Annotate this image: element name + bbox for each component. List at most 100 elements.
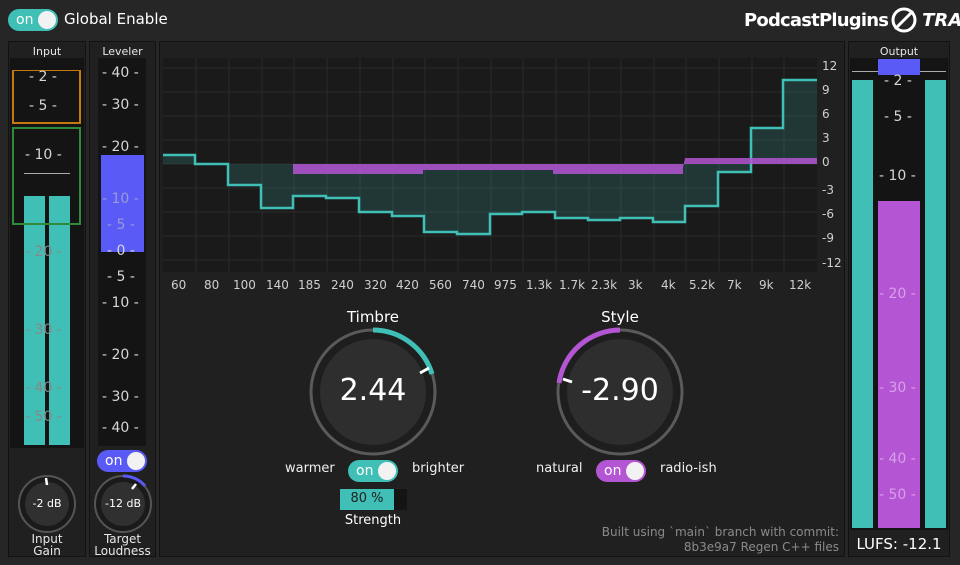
strength-slider[interactable]: 80 % — [340, 489, 407, 510]
input-gain-label: Gain — [33, 544, 61, 558]
style-toggle[interactable]: on — [596, 460, 646, 482]
timbre-knob[interactable] — [308, 327, 438, 457]
eq-freq-label: 560 — [429, 278, 452, 292]
eq-db-label: -3 — [822, 183, 834, 197]
toggle-thumb — [38, 11, 56, 29]
input-gain-knob[interactable] — [17, 474, 77, 534]
eq-db-label: -9 — [822, 231, 834, 245]
eq-freq-label: 5.2k — [689, 278, 716, 292]
style-toggle-state: on — [604, 463, 622, 479]
toggle-thumb — [626, 462, 644, 480]
leveler-title: Leveler — [102, 45, 143, 58]
eq-db-label: -6 — [822, 207, 834, 221]
leveler-scale-tick: - 40 - — [102, 420, 139, 436]
input-target-zone-orange — [12, 70, 81, 124]
global-enable-label: Global Enable — [64, 10, 168, 28]
strength-slider-fill — [340, 489, 394, 510]
style-title: Style — [601, 308, 639, 326]
leveler-scale-tick: - 20 - — [102, 347, 139, 363]
output-title: Output — [879, 45, 919, 58]
style-value: -2.90 — [581, 373, 659, 408]
input-target-zone-green — [12, 127, 81, 225]
eq-db-label: -12 — [822, 256, 842, 270]
style-curve-fill — [163, 158, 817, 174]
eq-freq-label: 185 — [298, 278, 321, 292]
output-meter-left — [852, 80, 873, 528]
target-loudness-label: Target — [103, 532, 142, 546]
eq-freq-label: 100 — [233, 278, 256, 292]
eq-freq-label: 240 — [331, 278, 354, 292]
input-scale-tick: - 40 - — [25, 380, 62, 396]
leveler-scale-tick: - 20 - — [102, 139, 139, 155]
leveler-scale-tick: - 40 - — [102, 65, 139, 81]
input-scale-tick: - 10 - — [25, 147, 62, 163]
target-loudness-value: -12 dB — [105, 497, 141, 510]
eq-db-label: 9 — [822, 83, 830, 97]
eq-freq-label: 9k — [759, 278, 774, 292]
style-natural-label: natural — [536, 461, 583, 476]
eq-freq-label: 4k — [661, 278, 676, 292]
output-scale-tick: - 5 - — [884, 109, 912, 125]
eq-freq-label: 975 — [494, 278, 517, 292]
leveler-scale-tick: - 10 - — [102, 295, 139, 311]
eq-freq-label: 80 — [204, 278, 220, 292]
input-meter-right — [49, 196, 70, 445]
eq-db-label: 0 — [822, 155, 830, 169]
input-gain-value: -2 dB — [32, 497, 62, 510]
output-scale-tick: - 30 - — [879, 380, 916, 396]
eq-freq-label: 1.3k — [526, 278, 553, 292]
eq-db-label: 12 — [822, 59, 838, 73]
global-enable-toggle[interactable]: on — [8, 9, 58, 31]
timbre-toggle[interactable]: on — [348, 460, 398, 482]
global-enable-toggle-state: on — [16, 12, 34, 28]
leveler-scale-tick: - 5 - — [107, 217, 135, 233]
leveler-toggle[interactable]: on — [97, 450, 147, 472]
eq-freq-label: 3k — [628, 278, 643, 292]
toggle-thumb — [127, 452, 145, 470]
strength-label: Strength — [344, 513, 402, 528]
leveler-meter-frame — [98, 58, 146, 446]
timbre-value: 2.44 — [339, 373, 407, 408]
eq-freq-label: 1.7k — [559, 278, 586, 292]
input-gain-label: Input — [31, 532, 63, 546]
output-scale-tick: - 10 - — [879, 168, 916, 184]
eq-response-line — [163, 78, 817, 236]
eq-db-label: 6 — [822, 107, 830, 121]
target-loudness-knob[interactable] — [93, 474, 153, 534]
timbre-title: Timbre — [346, 308, 400, 326]
leveler-scale-tick: - 5 - — [107, 269, 135, 285]
build-info-line1: Built using `main` branch with commit: — [601, 525, 839, 539]
eq-freq-label: 320 — [364, 278, 387, 292]
input-scale-tick: - 30 - — [25, 322, 62, 338]
brand-logo: PodcastPlugins TRACK — [744, 7, 960, 33]
input-peak-line — [24, 173, 70, 174]
input-scale-tick: - 20 - — [25, 244, 62, 260]
eq-freq-label: 7k — [727, 278, 742, 292]
timbre-warmer-label: warmer — [285, 461, 335, 476]
eq-freq-label: 140 — [266, 278, 289, 292]
output-leveler-bar — [878, 59, 920, 75]
brand-product: TRACK — [922, 9, 960, 31]
eq-freq-label: 420 — [396, 278, 419, 292]
eq-freq-label: 2.3k — [591, 278, 618, 292]
eq-freq-label: 60 — [171, 278, 187, 292]
leveler-toggle-state: on — [105, 453, 123, 469]
style-radioish-label: radio-ish — [660, 461, 717, 476]
leveler-scale-tick: - 10 - — [102, 191, 139, 207]
build-info-line2: 8b3e9a7 Regen C++ files — [683, 540, 839, 554]
eq-freq-label: 12k — [789, 278, 812, 292]
output-scale-tick: - 2 - — [884, 73, 912, 89]
input-scale-tick: - 2 - — [29, 69, 57, 85]
leveler-scale-tick: - 30 - — [102, 97, 139, 113]
output-loudness-bar — [878, 201, 920, 528]
timbre-toggle-state: on — [356, 463, 374, 479]
output-scale-tick: - 50 - — [879, 487, 916, 503]
input-scale-tick: - 50 - — [25, 409, 62, 425]
eq-db-label: 3 — [822, 131, 830, 145]
input-meter-left — [24, 196, 45, 445]
brand-slash-icon — [891, 7, 917, 33]
brand-name: PodcastPlugins — [744, 9, 889, 31]
timbre-brighter-label: brighter — [412, 461, 465, 476]
target-loudness-label: Loudness — [94, 544, 151, 558]
style-knob[interactable] — [555, 327, 685, 457]
